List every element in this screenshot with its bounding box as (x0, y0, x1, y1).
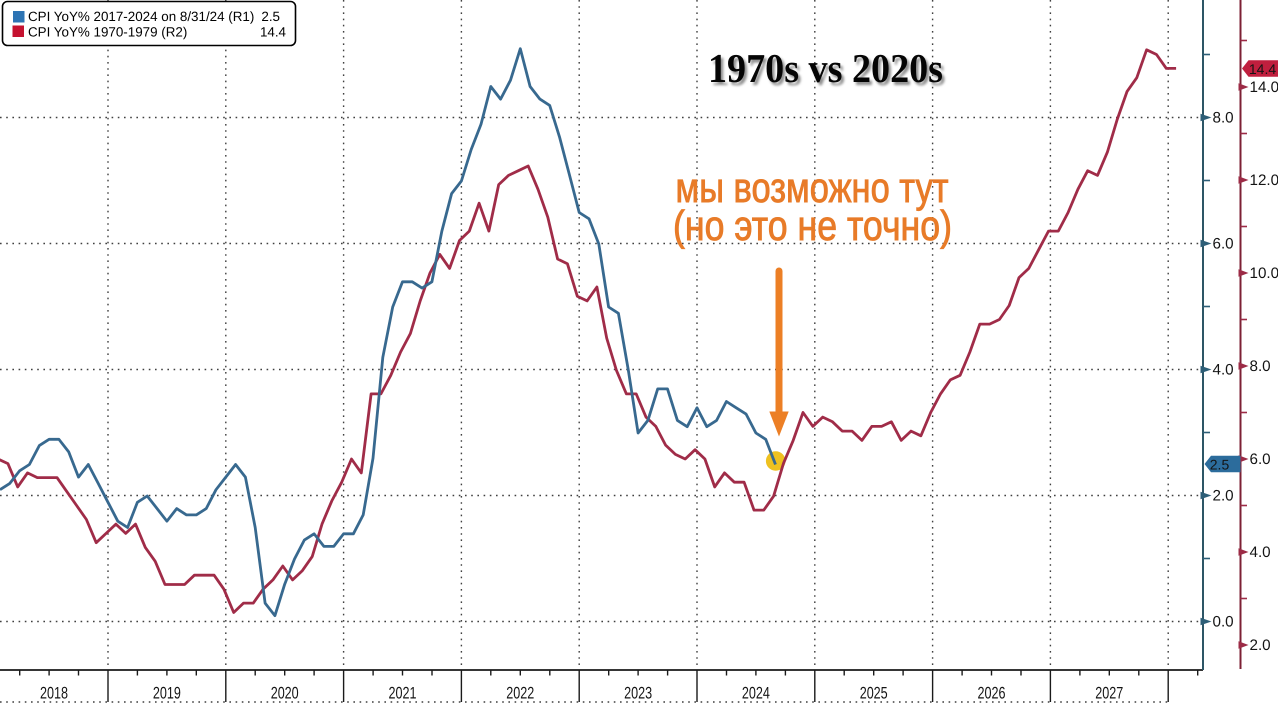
svg-text:14.0: 14.0 (1250, 79, 1278, 96)
svg-text:2.5: 2.5 (261, 9, 280, 24)
svg-text:6.0: 6.0 (1250, 451, 1271, 468)
svg-text:2018: 2018 (40, 684, 68, 703)
svg-text:1970s vs 2020s: 1970s vs 2020s (711, 48, 946, 94)
svg-text:6.0: 6.0 (1213, 236, 1234, 253)
svg-text:2.5: 2.5 (1210, 456, 1230, 472)
svg-text:2024: 2024 (742, 684, 770, 703)
svg-text:2020: 2020 (271, 684, 299, 703)
svg-text:2027: 2027 (1095, 684, 1123, 703)
svg-text:2022: 2022 (506, 684, 534, 703)
svg-text:CPI YoY% 2017-2024 on 8/31/24: CPI YoY% 2017-2024 on 8/31/24 (R1) (28, 9, 254, 24)
svg-text:мы возможно тут: мы возможно тут (676, 164, 949, 211)
svg-text:2026: 2026 (978, 684, 1006, 703)
svg-text:1970s vs 2020s: 1970s vs 2020s (708, 45, 943, 91)
svg-text:0.0: 0.0 (1213, 614, 1234, 631)
svg-text:CPI YoY% 1970-1979 (R2): CPI YoY% 1970-1979 (R2) (28, 25, 187, 40)
svg-text:2.0: 2.0 (1213, 488, 1234, 505)
svg-text:14.4: 14.4 (1249, 61, 1276, 77)
svg-text:2019: 2019 (153, 684, 181, 703)
svg-text:(но это не точно): (но это не точно) (673, 202, 952, 249)
svg-text:2.0: 2.0 (1250, 637, 1271, 654)
svg-text:10.0: 10.0 (1250, 265, 1278, 282)
svg-text:14.4: 14.4 (260, 25, 287, 40)
svg-text:8.0: 8.0 (1213, 110, 1234, 127)
svg-text:4.0: 4.0 (1250, 544, 1271, 561)
svg-text:12.0: 12.0 (1250, 172, 1278, 189)
svg-text:2021: 2021 (389, 684, 417, 703)
svg-text:2023: 2023 (624, 684, 652, 703)
svg-text:2025: 2025 (860, 684, 888, 703)
svg-text:4.0: 4.0 (1213, 362, 1234, 379)
svg-text:8.0: 8.0 (1250, 358, 1271, 375)
